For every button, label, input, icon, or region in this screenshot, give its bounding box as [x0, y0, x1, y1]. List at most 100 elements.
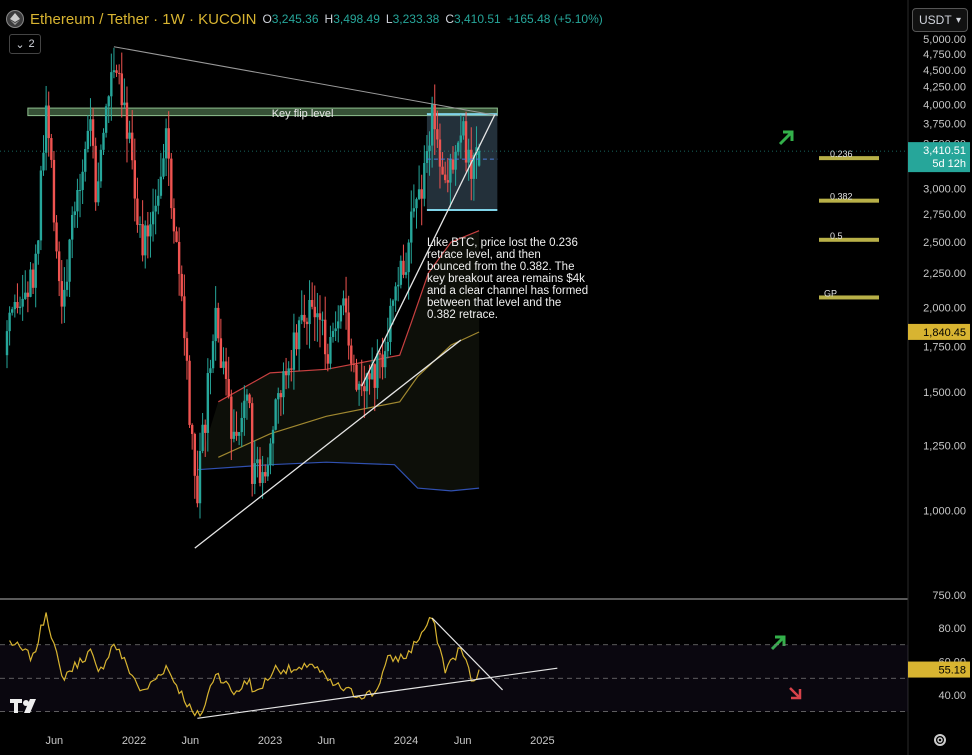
- candle-body: [389, 305, 392, 342]
- candle-body: [151, 211, 155, 225]
- candle-body: [459, 135, 463, 143]
- candle-body: [57, 251, 61, 282]
- candle-body: [183, 296, 186, 339]
- candle-body: [55, 222, 58, 252]
- candle-body: [308, 299, 311, 325]
- candle-body: [144, 225, 147, 256]
- candle-body: [428, 145, 431, 152]
- time-tick-label: Jun: [45, 735, 63, 747]
- symbol-title[interactable]: Ethereum / Tether · 1W · KUCOIN: [30, 10, 257, 28]
- candle-body: [201, 424, 204, 451]
- trend-line: [194, 339, 462, 549]
- candle-body: [86, 130, 90, 150]
- candle-body: [303, 314, 306, 322]
- candle-body: [292, 332, 296, 370]
- candle-body: [282, 371, 285, 398]
- candle-body: [284, 371, 288, 376]
- candle-body: [399, 260, 403, 285]
- price-tick-label: 2,750.00: [923, 209, 966, 221]
- pane-separator: [0, 598, 908, 600]
- candle-body: [224, 361, 228, 379]
- candle-body: [24, 292, 27, 299]
- quote-currency-select[interactable]: USDT ▾: [912, 8, 968, 32]
- fib-level-bar: [819, 198, 879, 203]
- candle-body: [232, 431, 236, 439]
- up-arrow-icon: [778, 130, 794, 146]
- rsi-trend-line: [431, 617, 503, 691]
- candle-body: [21, 298, 24, 307]
- indicator-collapse-button[interactable]: ⌄ 2: [9, 34, 41, 54]
- candle-body: [441, 166, 444, 175]
- candle-body: [370, 364, 374, 380]
- candles: [5, 47, 481, 519]
- fib-level-label: 0.5: [830, 231, 843, 241]
- candle-body: [412, 208, 416, 212]
- annotation-line: between that level and the: [427, 297, 561, 309]
- candle-body: [37, 240, 40, 254]
- candle-body: [211, 341, 215, 369]
- candle-body: [438, 139, 442, 167]
- candle-body: [248, 394, 251, 404]
- candle-body: [347, 312, 350, 346]
- gear-icon[interactable]: [932, 732, 948, 753]
- price-tick-label: 3,000.00: [923, 184, 966, 196]
- candle-body: [397, 284, 400, 287]
- time-tick-label: Jun: [317, 735, 335, 747]
- candle-body: [305, 321, 309, 325]
- ohlc-readout: O3,245.36 H3,498.49 L3,233.38 C3,410.51 …: [262, 12, 603, 26]
- candle-body: [16, 302, 19, 308]
- price-tick-label: 2,500.00: [923, 237, 966, 249]
- candle-body: [128, 132, 131, 139]
- candle-body: [334, 328, 337, 332]
- annotation-line: key breakout area remains $4k: [427, 273, 585, 285]
- candle-body: [112, 70, 116, 73]
- candle-body: [295, 332, 298, 350]
- candle-body: [277, 393, 280, 400]
- low-value: 3,233.38: [392, 12, 440, 26]
- time-tick-label: 2022: [122, 735, 146, 747]
- trend-line: [113, 46, 498, 117]
- candle-body: [331, 331, 335, 337]
- candle-body: [136, 198, 139, 225]
- candle-body: [454, 151, 457, 170]
- price-tick-label: 1,250.00: [923, 440, 966, 452]
- candle-body: [425, 151, 429, 164]
- fib-level-label: GP: [824, 288, 837, 298]
- price-tick-label: 750.00: [932, 590, 966, 602]
- down-arrow-icon: [789, 687, 802, 700]
- candle-body: [230, 396, 233, 439]
- candle-body: [417, 189, 421, 200]
- price-tick-label: 4,000.00: [923, 99, 966, 111]
- price-tick-label: 2,000.00: [923, 303, 966, 315]
- price-tick-label: 4,500.00: [923, 65, 966, 77]
- candle-body: [365, 373, 369, 392]
- rsi-value: 55.18: [938, 665, 966, 677]
- candle-body: [381, 354, 384, 368]
- price-tick-label: 4,750.00: [923, 49, 966, 61]
- candle-body: [130, 132, 134, 161]
- candle-body: [253, 463, 256, 484]
- candle-body: [457, 142, 460, 152]
- candle-body: [266, 465, 270, 477]
- candle-body: [172, 208, 176, 232]
- rsi-trend-line: [197, 667, 558, 719]
- candle-body: [324, 319, 327, 355]
- candle-body: [423, 163, 426, 199]
- candle-body: [97, 181, 100, 203]
- candle-body: [451, 159, 455, 170]
- candle-body: [5, 331, 9, 356]
- candle-body: [373, 364, 376, 388]
- candle-body: [316, 313, 319, 318]
- candle-body: [162, 158, 165, 177]
- tradingview-logo-icon[interactable]: [10, 697, 42, 720]
- candle-body: [29, 269, 32, 297]
- candle-body: [344, 298, 348, 313]
- candle-body: [410, 211, 413, 243]
- candle-body: [350, 345, 353, 364]
- fib-level-bar: [819, 237, 879, 242]
- candle-body: [313, 306, 316, 318]
- candle-body: [102, 132, 105, 150]
- annotation-line: bounced from the 0.382. The: [427, 261, 574, 273]
- up-arrow-icon: [770, 635, 786, 651]
